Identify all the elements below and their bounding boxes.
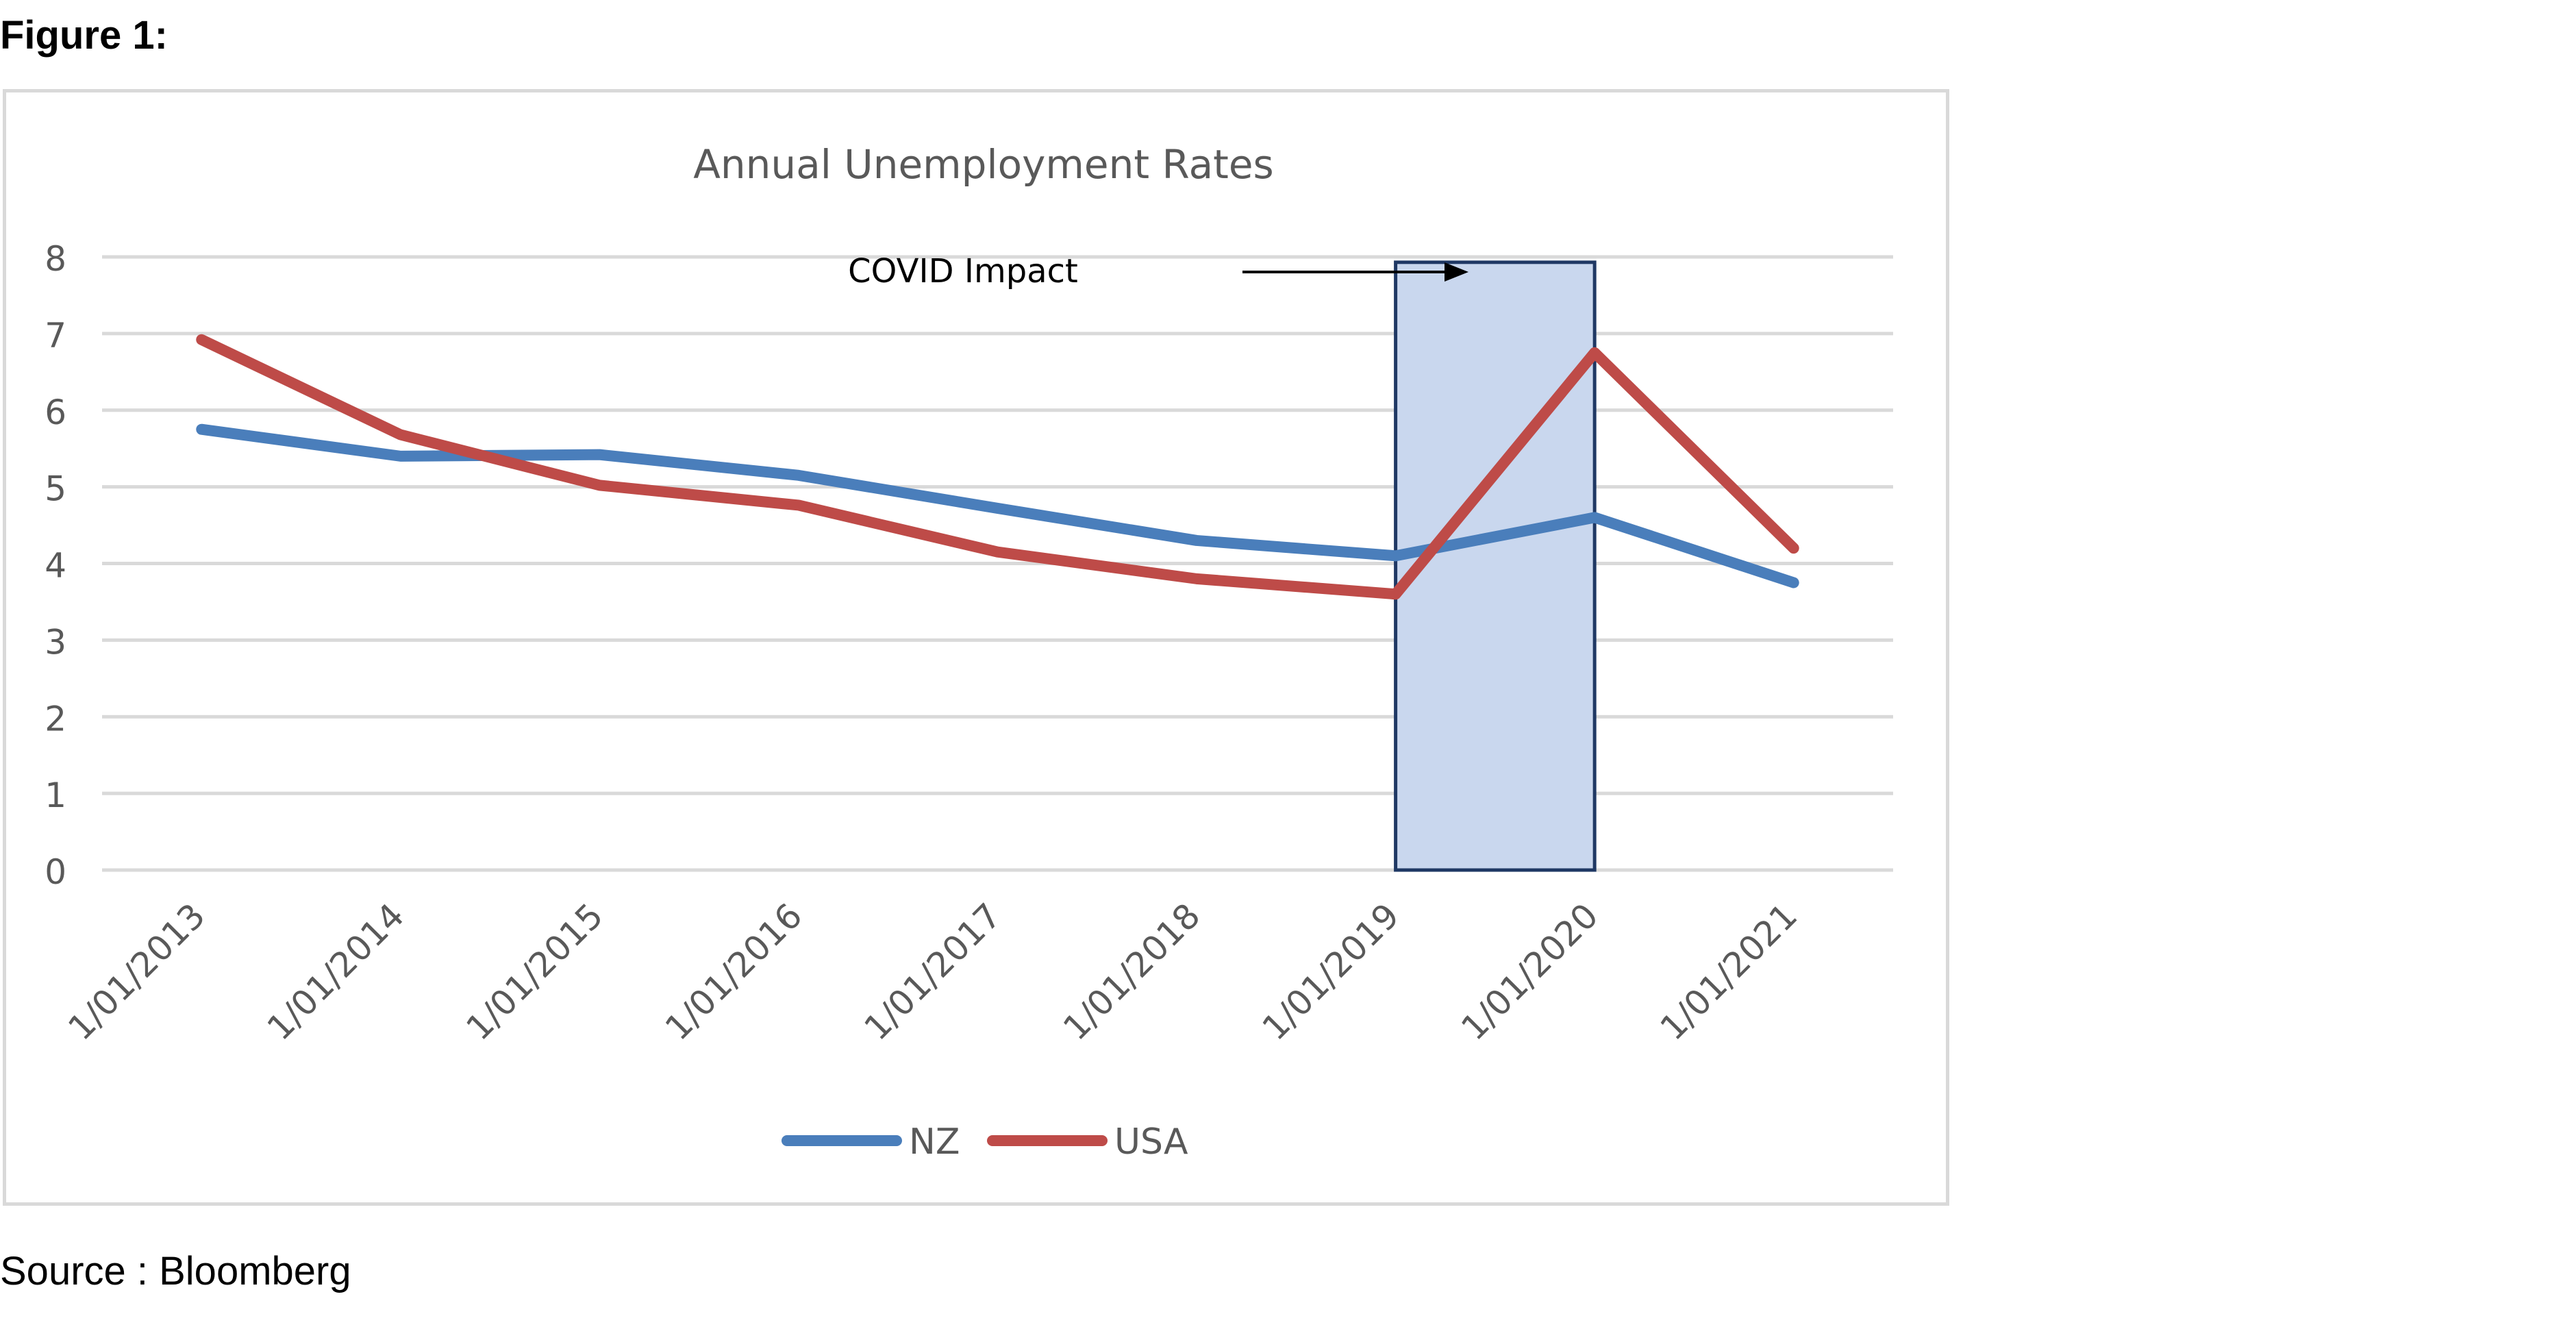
x-tick-label: 1/01/2013 [60, 895, 212, 1047]
y-tick-label: 1 [45, 776, 66, 815]
x-tick-label: 1/01/2015 [459, 895, 611, 1047]
x-tick-label: 1/01/2014 [260, 895, 412, 1047]
x-tick-label: 1/01/2019 [1255, 895, 1407, 1047]
covid-impact-label: COVID Impact [848, 252, 1078, 290]
chart-frame: COVID Impact 0 1 2 3 4 5 6 7 8 1/01/2013 1/01/2014… [3, 89, 1949, 1206]
x-tick-label: 1/01/2016 [658, 895, 810, 1047]
figure-label: Figure 1: [0, 13, 168, 58]
y-tick-label: 4 [45, 546, 66, 586]
x-tick-label: 1/01/2020 [1453, 895, 1605, 1047]
legend-label-nz: NZ [909, 1121, 960, 1163]
y-tick-label: 3 [45, 622, 66, 662]
y-tick-label: 8 [45, 239, 66, 279]
covid-impact-arrowhead [1445, 262, 1468, 282]
legend-label-usa: USA [1114, 1121, 1188, 1163]
series-line-usa [196, 334, 1799, 600]
source-label: Source : Bloomberg [0, 1249, 351, 1293]
x-tick-label: 1/01/2018 [1055, 895, 1208, 1047]
y-tick-label: 7 [45, 316, 66, 356]
x-tick-label: 1/01/2017 [857, 895, 1009, 1047]
covid-highlight-box [1394, 260, 1597, 872]
y-tick-label: 0 [45, 852, 66, 892]
y-tick-label: 2 [45, 699, 66, 739]
y-tick-label: 5 [45, 469, 66, 509]
chart-title: Annual Unemployment Rates [693, 141, 1274, 188]
unemployment-chart: COVID Impact 0 1 2 3 4 5 6 7 8 1/01/2013 1/01/2014… [45, 141, 1893, 1163]
y-tick-label: 6 [45, 393, 66, 432]
x-tick-label: 1/01/2021 [1653, 895, 1805, 1047]
